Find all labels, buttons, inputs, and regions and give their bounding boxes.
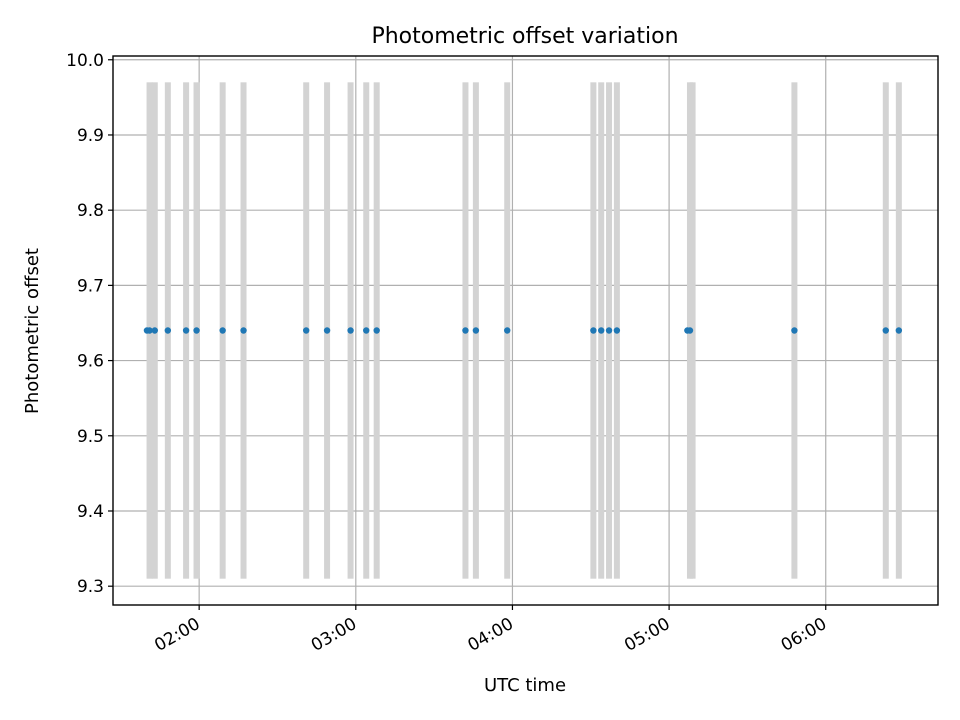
y-tick-label: 9.5 — [77, 427, 104, 447]
data-point — [302, 327, 310, 334]
x-tick-label: 06:00 — [778, 614, 830, 656]
y-tick-label: 9.7 — [77, 276, 104, 296]
data-point — [605, 327, 613, 334]
chart-title: Photometric offset variation — [371, 24, 678, 49]
data-point — [504, 327, 511, 334]
data-point — [882, 327, 889, 334]
x-axis-label: UTC time — [484, 675, 566, 696]
data-point — [193, 327, 200, 334]
data-point — [240, 327, 247, 334]
y-tick-label: 9.3 — [77, 577, 104, 597]
y-tick-label: 9.9 — [77, 126, 104, 146]
data-point — [686, 327, 694, 334]
grid-lines — [113, 56, 938, 605]
data-point — [472, 327, 480, 334]
data-point — [182, 327, 190, 334]
data-point — [590, 327, 597, 334]
y-axis-label: Photometric offset — [22, 248, 43, 414]
data-point — [462, 327, 469, 334]
x-tick-label: 04:00 — [465, 614, 517, 656]
axis-ticks: 9.3 9.4 9.5 9.6 9.7 9.8 9.9 10.0 02:00 03:00 04:00… — [66, 51, 830, 656]
data-point — [164, 327, 172, 334]
data-point — [146, 327, 153, 334]
y-tick-label: 9.8 — [77, 201, 104, 221]
plot-frame — [112, 55, 939, 606]
data-points — [143, 327, 903, 334]
data-point — [598, 327, 605, 334]
data-point — [363, 327, 370, 334]
x-tick-label: 02:00 — [151, 614, 203, 656]
data-point — [613, 327, 621, 334]
y-tick-label: 9.4 — [77, 502, 104, 522]
data-point — [791, 327, 798, 334]
data-point — [347, 327, 354, 334]
x-tick-label: 03:00 — [308, 614, 360, 656]
y-tick-label: 9.6 — [77, 352, 104, 372]
exposure-bars — [146, 82, 902, 579]
data-point — [373, 327, 380, 334]
data-point — [895, 327, 903, 334]
data-point — [219, 327, 226, 334]
data-point — [151, 327, 158, 334]
data-point — [323, 327, 331, 334]
x-tick-label: 05:00 — [621, 614, 673, 656]
y-tick-label: 10.0 — [66, 51, 104, 71]
